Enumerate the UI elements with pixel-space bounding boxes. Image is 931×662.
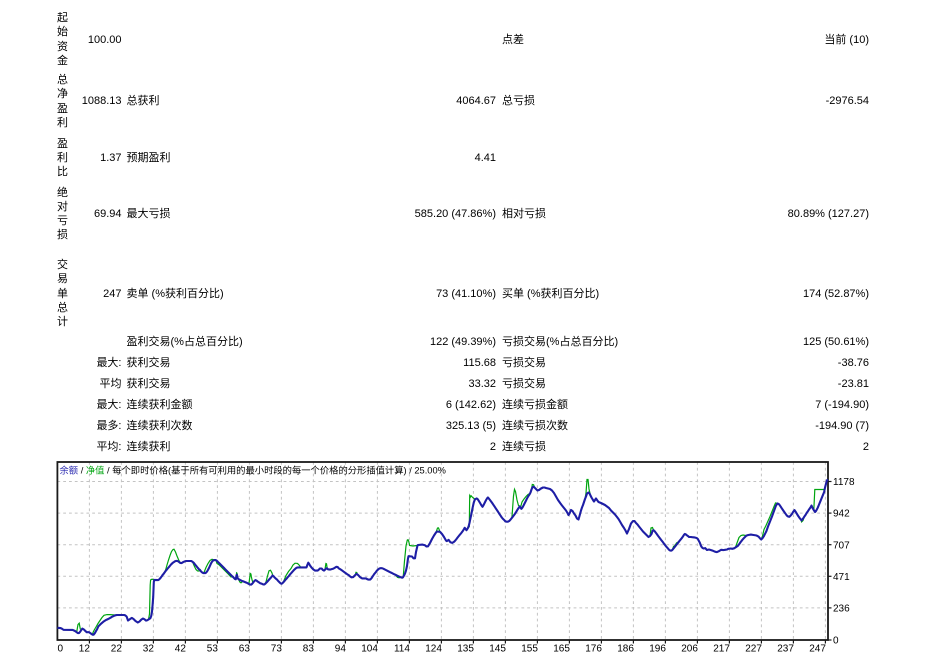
svg-text:53: 53 xyxy=(207,644,219,655)
svg-text:217: 217 xyxy=(713,644,730,655)
svg-text:114: 114 xyxy=(394,644,410,655)
svg-text:145: 145 xyxy=(489,644,506,655)
svg-text:0: 0 xyxy=(833,636,839,647)
svg-text:94: 94 xyxy=(335,644,347,655)
svg-text:135: 135 xyxy=(457,644,474,655)
svg-text:247: 247 xyxy=(809,644,826,655)
svg-text:237: 237 xyxy=(777,644,794,655)
svg-text:12: 12 xyxy=(79,644,91,655)
svg-text:165: 165 xyxy=(553,644,570,655)
svg-text:236: 236 xyxy=(833,604,850,615)
svg-text:0: 0 xyxy=(58,644,64,655)
svg-text:22: 22 xyxy=(111,644,123,655)
svg-text:707: 707 xyxy=(833,540,850,551)
svg-text:176: 176 xyxy=(585,644,602,655)
svg-text:83: 83 xyxy=(303,644,315,655)
svg-text:32: 32 xyxy=(143,644,155,655)
svg-text:104: 104 xyxy=(361,644,378,655)
svg-text:1178: 1178 xyxy=(833,477,855,488)
svg-text:42: 42 xyxy=(175,644,187,655)
svg-text:余额 / 净值 / 每个即时价格(基于所有可利用的最小时段的: 余额 / 净值 / 每个即时价格(基于所有可利用的最小时段的每一个价格的分形插值… xyxy=(60,465,446,476)
svg-text:63: 63 xyxy=(239,644,251,655)
svg-text:155: 155 xyxy=(521,644,538,655)
svg-text:73: 73 xyxy=(271,644,283,655)
svg-text:471: 471 xyxy=(833,572,850,583)
svg-text:206: 206 xyxy=(681,644,698,655)
svg-text:124: 124 xyxy=(425,644,442,655)
svg-text:942: 942 xyxy=(833,509,850,520)
svg-text:196: 196 xyxy=(649,644,666,655)
svg-text:227: 227 xyxy=(745,644,762,655)
svg-text:186: 186 xyxy=(617,644,634,655)
